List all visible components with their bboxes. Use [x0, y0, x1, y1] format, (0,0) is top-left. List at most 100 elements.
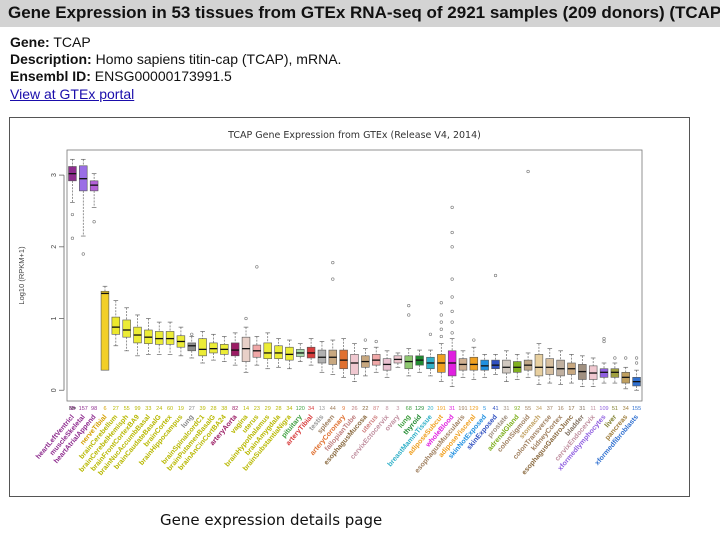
- box: [165, 331, 175, 345]
- outlier-point: [450, 277, 454, 281]
- chart-title: TCAP Gene Expression from GTEx (Release …: [227, 130, 481, 141]
- outlier-point: [472, 338, 476, 342]
- expression-chart: TCAP Gene Expression from GTEx (Release …: [17, 130, 643, 477]
- outlier-point: [439, 327, 443, 331]
- outlier-point: [244, 316, 248, 321]
- outlier-point: [493, 273, 498, 278]
- page-title: Gene Expression in 53 tissues from GTEx …: [8, 3, 720, 22]
- outlier-point: [439, 313, 443, 317]
- box: [263, 342, 272, 359]
- n-value-label: 34: [623, 406, 629, 412]
- n-value-label: 98: [91, 406, 97, 412]
- outlier-point: [624, 356, 628, 360]
- n-label: N=: [69, 406, 76, 412]
- box: [404, 355, 413, 370]
- n-value-label: 34: [536, 406, 542, 412]
- n-value-label: 14: [243, 406, 249, 412]
- outlier-point: [602, 339, 606, 344]
- n-value-label: 37: [547, 406, 553, 412]
- box: [556, 359, 565, 377]
- outlier-point: [450, 320, 454, 324]
- n-value-label: 16: [558, 406, 564, 412]
- box: [339, 349, 348, 370]
- n-value-label: 155: [632, 406, 641, 412]
- n-value-label: 120: [296, 406, 305, 412]
- outlier-point: [450, 331, 454, 335]
- outlier-point: [602, 337, 606, 341]
- n-value-label: 8: [386, 406, 389, 412]
- gene-line: Gene: TCAP: [10, 34, 91, 50]
- outlier-point: [526, 169, 530, 174]
- box: [545, 358, 554, 375]
- box: [610, 368, 620, 378]
- outlier-point: [439, 301, 443, 305]
- caption: Gene expression details page: [160, 511, 383, 529]
- n-value-label: 92: [514, 406, 520, 412]
- box: [111, 316, 121, 335]
- outlier-point: [439, 334, 443, 339]
- y-tick-label: 3: [51, 173, 58, 177]
- box: [317, 349, 327, 364]
- n-value-label: 39: [200, 406, 206, 412]
- title-bar: Gene Expression in 53 tissues from GTEx …: [0, 0, 720, 27]
- outlier-point: [81, 252, 85, 256]
- n-value-label: 11: [590, 406, 596, 412]
- n-value-label: 33: [145, 406, 151, 412]
- n-value-label: 34: [308, 406, 314, 412]
- n-value-label: 19: [178, 406, 184, 412]
- n-value-label: 157: [79, 406, 88, 412]
- n-value-label: 60: [167, 406, 173, 412]
- n-value-label: 6: [103, 406, 106, 412]
- n-value-label: 95: [69, 406, 75, 412]
- gene-label: Gene:: [10, 34, 50, 50]
- box: [122, 319, 131, 338]
- y-tick-label: 1: [51, 316, 58, 320]
- description-line: Description: Homo sapiens titin-cap (TCA…: [10, 51, 341, 67]
- outlier-point: [190, 332, 194, 336]
- box: [230, 342, 240, 357]
- n-value-label: 31: [579, 406, 585, 412]
- n-value-label: 22: [362, 406, 368, 412]
- box: [187, 342, 196, 352]
- n-value-label: 129: [415, 406, 424, 412]
- outlier-point: [450, 230, 454, 235]
- outlier-point: [92, 220, 96, 224]
- expression-chart-frame: TCAP Gene Expression from GTEx (Release …: [9, 117, 690, 497]
- n-value-label: 9: [342, 406, 345, 412]
- description-value: Homo sapiens titin-cap (TCAP), mRNA.: [95, 51, 342, 67]
- n-value-label: 51: [612, 406, 618, 412]
- n-value-label: 68: [406, 406, 412, 412]
- y-tick-label: 0: [51, 388, 58, 392]
- outlier-point: [450, 205, 454, 209]
- outlier-point: [439, 320, 443, 324]
- n-value-label: 3: [396, 406, 399, 412]
- box: [198, 338, 207, 357]
- n-value-label: 13: [319, 406, 325, 412]
- n-value-label: 109: [599, 406, 608, 412]
- outlier-point: [363, 338, 367, 342]
- box: [274, 345, 283, 359]
- outlier-point: [70, 236, 75, 240]
- outlier-point: [450, 295, 454, 299]
- outlier-point: [613, 356, 617, 360]
- n-value-label: 55: [124, 406, 130, 412]
- n-value-label: 28: [210, 406, 216, 412]
- outlier-point: [428, 332, 433, 336]
- outlier-point: [255, 265, 259, 269]
- n-value-label: 38: [221, 406, 227, 412]
- box: [469, 356, 479, 371]
- box: [209, 342, 218, 354]
- n-value-label: 24: [156, 406, 162, 412]
- n-value-label: 55: [525, 406, 531, 412]
- outlier-point: [70, 212, 75, 217]
- box: [491, 359, 500, 370]
- outlier-point: [634, 356, 639, 360]
- n-value-label: 26: [351, 406, 357, 412]
- box: [350, 354, 359, 375]
- n-value-label: 41: [492, 406, 498, 412]
- n-value-label: 82: [232, 406, 238, 412]
- n-value-label: 29: [265, 406, 271, 412]
- gtex-portal-link[interactable]: View at GTEx portal: [10, 86, 135, 102]
- y-tick-label: 2: [51, 245, 58, 249]
- outlier-point: [331, 260, 335, 265]
